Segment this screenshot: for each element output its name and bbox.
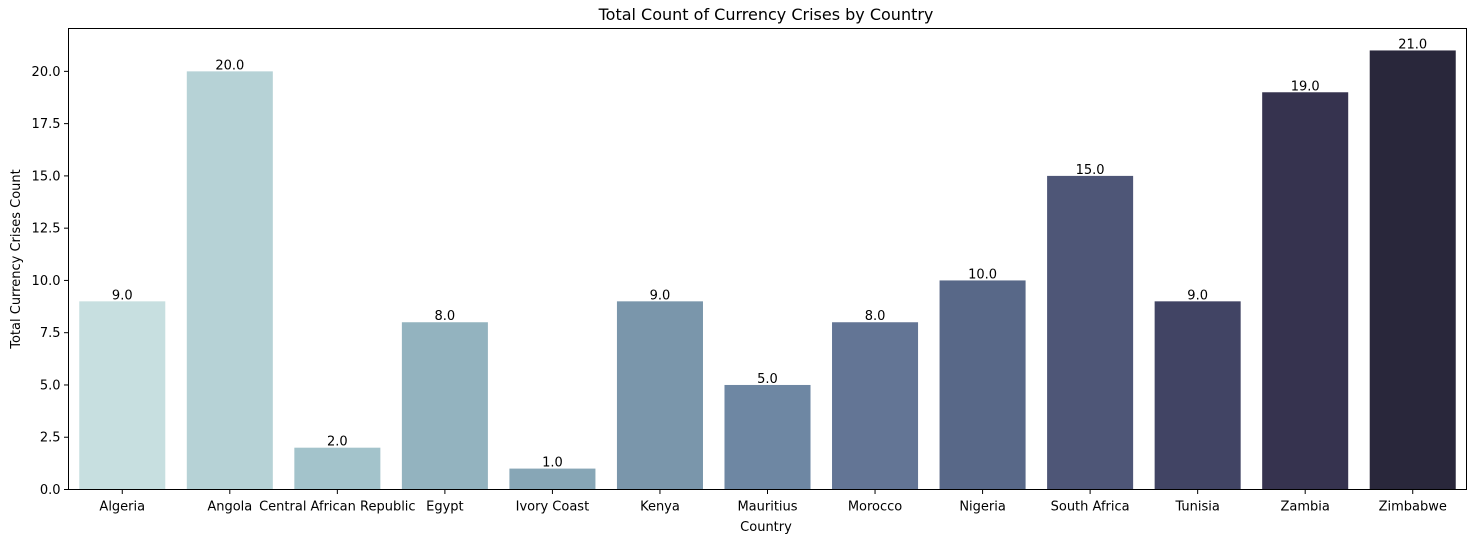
bar xyxy=(401,322,488,490)
y-tick-label: 2.5 xyxy=(40,431,61,446)
x-tick-label: Nigeria xyxy=(959,500,1006,515)
x-tick-label: Morocco xyxy=(848,500,902,515)
bar-value-label: 10.0 xyxy=(968,267,997,282)
bar xyxy=(186,71,273,490)
y-tick-label: 20.0 xyxy=(32,65,61,80)
bar xyxy=(939,280,1026,490)
bar xyxy=(1047,175,1134,490)
bar xyxy=(724,384,811,490)
bar-value-label: 19.0 xyxy=(1291,79,1320,94)
bar xyxy=(832,322,919,490)
bar xyxy=(1262,92,1349,490)
y-tick-label: 15.0 xyxy=(32,169,61,184)
x-tick-label: Kenya xyxy=(640,500,680,515)
bar-value-label: 20.0 xyxy=(215,58,244,73)
bar-value-label: 9.0 xyxy=(112,288,133,303)
bar xyxy=(79,301,166,490)
x-tick-label: Algeria xyxy=(99,500,145,515)
bar xyxy=(1369,50,1456,490)
x-tick-label: Zimbabwe xyxy=(1379,500,1447,515)
chart-title: Total Count of Currency Crises by Countr… xyxy=(598,5,934,24)
bar-value-label: 9.0 xyxy=(1187,288,1208,303)
y-tick-label: 7.5 xyxy=(40,326,61,341)
x-tick-label: Egypt xyxy=(426,500,464,515)
bar xyxy=(1154,301,1241,490)
x-axis-label: Country xyxy=(740,520,792,535)
x-tick-label: Central African Republic xyxy=(259,500,415,515)
y-tick-label: 0.0 xyxy=(40,483,61,498)
y-tick-label: 10.0 xyxy=(32,274,61,289)
bar xyxy=(509,468,596,490)
x-tick-label: Zambia xyxy=(1281,500,1330,515)
bar-value-label: 5.0 xyxy=(757,372,778,387)
bar xyxy=(294,447,381,490)
y-tick-label: 12.5 xyxy=(32,222,61,237)
x-tick-label: Mauritius xyxy=(737,500,797,515)
bar-value-label: 9.0 xyxy=(650,288,671,303)
plot-frame xyxy=(68,28,1467,490)
bar-value-label: 2.0 xyxy=(327,435,348,450)
y-tick-label: 5.0 xyxy=(40,378,61,393)
bar-value-label: 8.0 xyxy=(865,309,886,324)
bar-value-label: 1.0 xyxy=(542,456,563,471)
x-tick-label: Tunisia xyxy=(1174,500,1219,515)
bars: 9.0 20.0 2.0 8.0 1.0 9.0 5.0 8.0 10.0 15.0 9.0 19.0… xyxy=(79,37,1456,490)
y-axis-label: Total Currency Crises Count xyxy=(9,169,24,350)
y-axis: 0.0 2.5 5.0 7.5 10.0 12.5 15.0 17.5 20.0 xyxy=(32,65,69,498)
x-axis: Algeria Angola Central African Republic Egy… xyxy=(99,489,1447,515)
x-tick-label: South Africa xyxy=(1051,500,1130,515)
x-tick-label: Ivory Coast xyxy=(516,500,590,515)
y-tick-label: 17.5 xyxy=(32,117,61,132)
x-tick-label: Angola xyxy=(207,500,252,515)
bar xyxy=(616,301,703,490)
bar-value-label: 8.0 xyxy=(435,309,456,324)
bar-value-label: 15.0 xyxy=(1076,163,1105,178)
bar-value-label: 21.0 xyxy=(1398,37,1427,52)
